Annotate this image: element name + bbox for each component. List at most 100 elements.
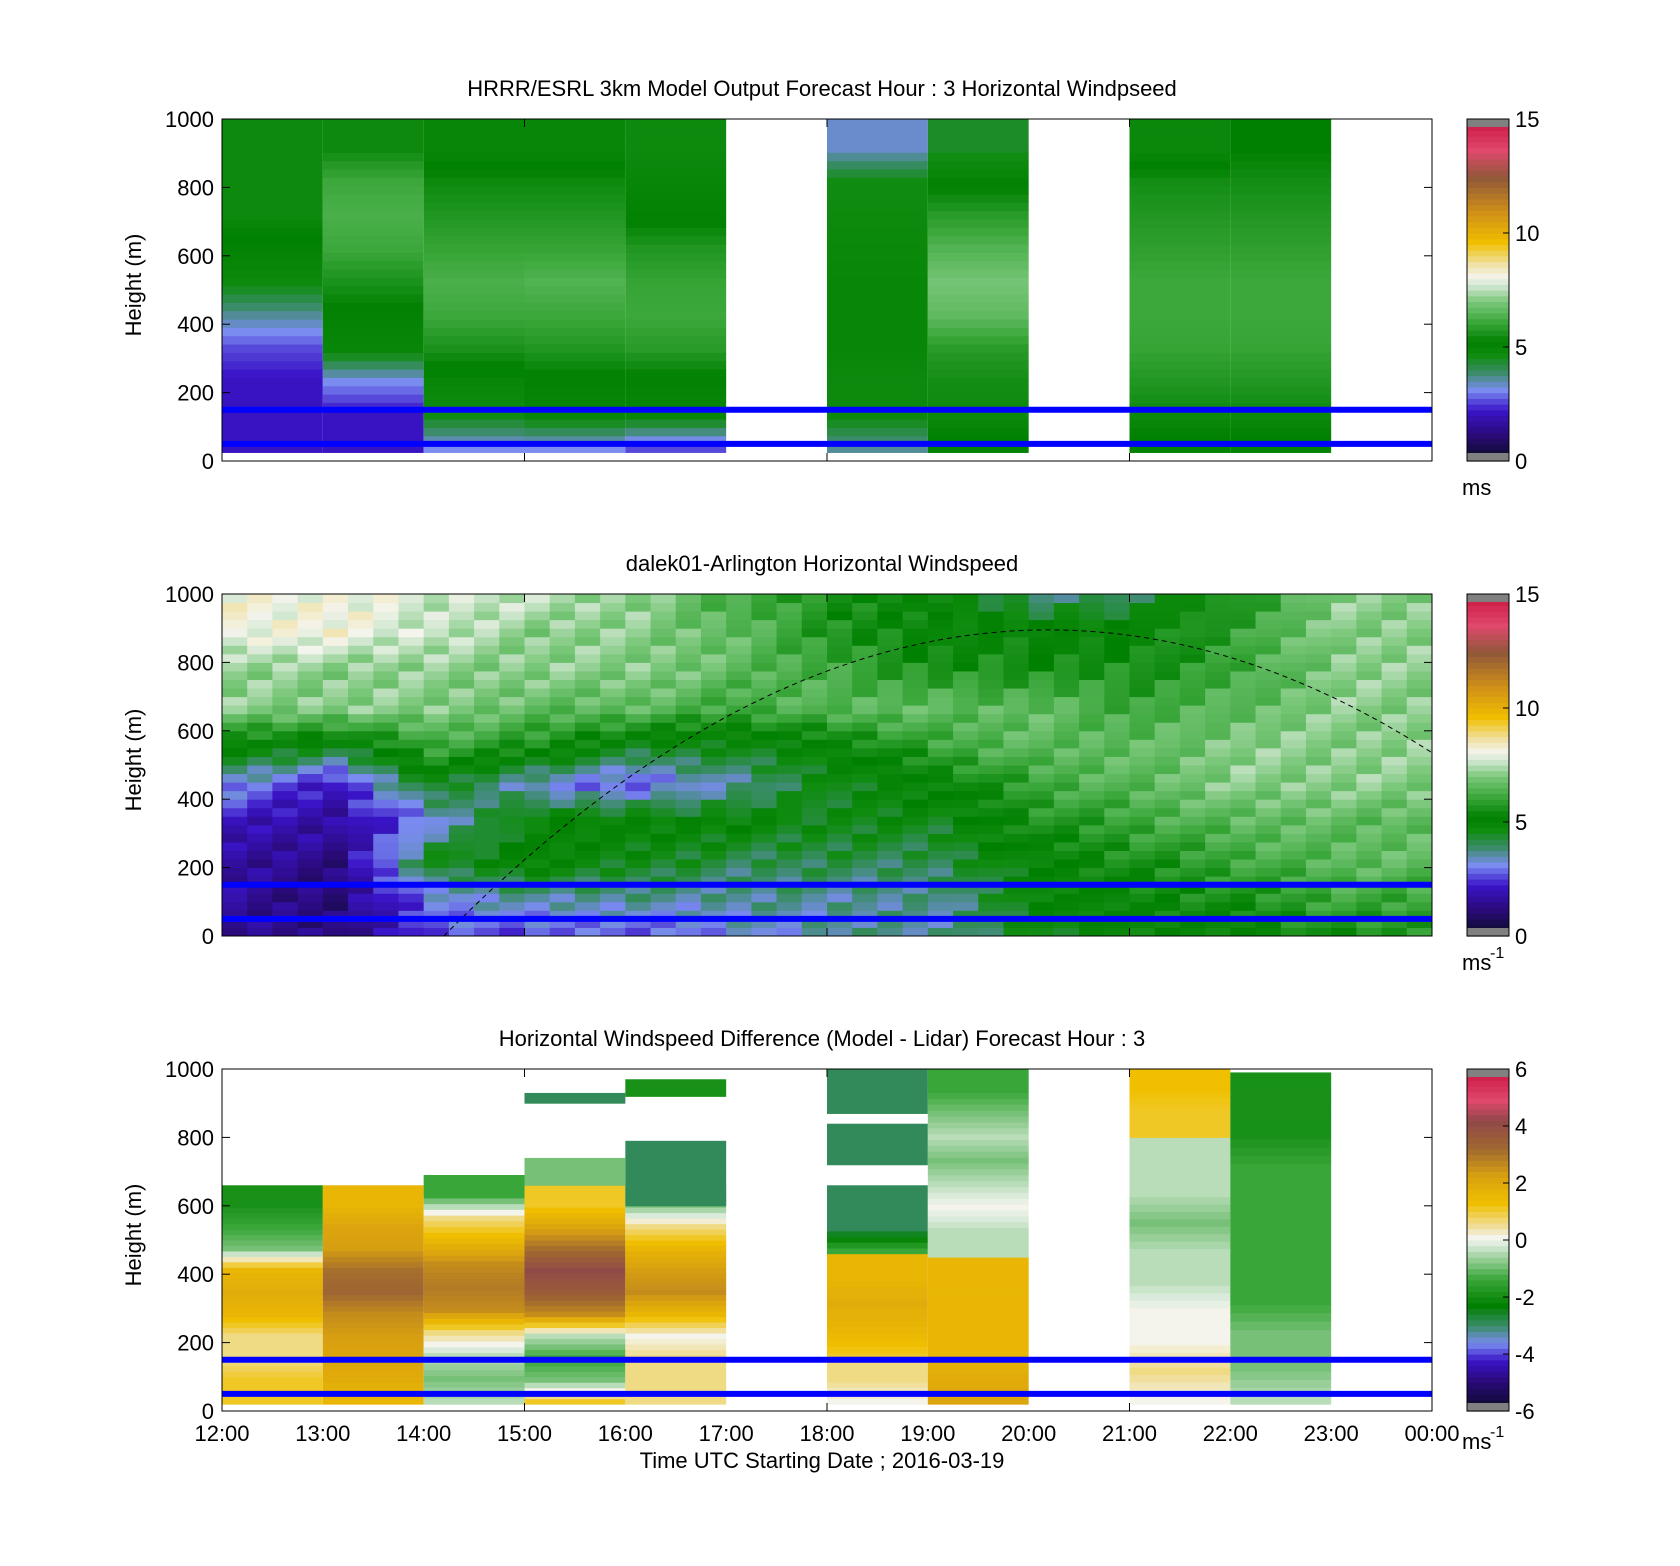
heatmap-cell (700, 722, 727, 732)
heatmap-cell (222, 169, 323, 178)
heatmap-cell (877, 816, 904, 826)
heatmap-cell (1381, 910, 1408, 920)
heatmap-cell (574, 747, 601, 757)
heatmap-cell (348, 867, 374, 877)
heatmap-cell (1129, 901, 1156, 911)
heatmap-cell (953, 722, 979, 732)
heatmap-cell (1381, 645, 1408, 655)
heatmap-cell (726, 901, 752, 911)
heatmap-cell (574, 799, 601, 809)
heatmap-cell (625, 1167, 727, 1174)
heatmap-cell (1028, 679, 1055, 689)
heatmap-cell (448, 722, 475, 732)
heatmap-cell (1154, 901, 1181, 911)
heatmap-cell (1205, 876, 1231, 886)
heatmap-cell (549, 893, 576, 903)
heatmap-cell (1129, 688, 1156, 698)
heatmap-cell (801, 611, 828, 621)
heatmap-cell (1230, 705, 1257, 715)
y-tick-label: 800 (177, 650, 214, 675)
heatmap-cell (675, 679, 702, 689)
heatmap-cell (1230, 1279, 1332, 1289)
heatmap-cell (1230, 310, 1332, 320)
heatmap-cell (499, 927, 525, 937)
colorbar-segment (1467, 1325, 1509, 1332)
heatmap-cell (827, 277, 928, 287)
heatmap-cell (398, 799, 425, 809)
heatmap-cell (423, 782, 450, 792)
heatmap-cell (1230, 782, 1257, 792)
heatmap-cell (348, 688, 374, 698)
heatmap-cell (927, 1373, 1029, 1381)
heatmap-cell (650, 722, 677, 732)
heatmap-cell (1154, 688, 1181, 698)
heatmap-cell (474, 619, 500, 629)
heatmap-cell (625, 377, 727, 387)
heatmap-cell (852, 824, 878, 834)
heatmap-cell (272, 679, 299, 689)
heatmap-cell (827, 662, 853, 672)
heatmap-cell (398, 773, 425, 783)
heatmap-cell (448, 670, 475, 680)
heatmap-cell (524, 1250, 626, 1257)
heatmap-cell (1356, 910, 1383, 920)
heatmap-cell (524, 636, 551, 646)
y-tick-label: 200 (177, 1331, 214, 1356)
heatmap-cell (1230, 765, 1257, 775)
heatmap-cell (1331, 739, 1357, 749)
heatmap-cell (1104, 910, 1130, 920)
heatmap-cell (373, 824, 399, 834)
heatmap-cell (1003, 893, 1030, 903)
heatmap-cell (625, 1256, 727, 1263)
heatmap-cell (1179, 884, 1206, 894)
heatmap-cell (574, 773, 601, 783)
heatmap-cell (927, 901, 954, 911)
heatmap-cell (1230, 859, 1257, 869)
heatmap-cell (902, 696, 929, 706)
heatmap-cell (625, 427, 727, 437)
heatmap-cell (927, 1210, 1029, 1217)
heatmap-cell (448, 662, 475, 672)
heatmap-cell (1230, 1246, 1332, 1256)
heatmap-cell (827, 1144, 928, 1150)
heatmap-cell (625, 893, 652, 903)
heatmap-cell (1079, 790, 1105, 800)
heatmap-cell (726, 747, 752, 757)
colorbar-segment (1467, 793, 1509, 800)
heatmap-cell (1255, 901, 1282, 911)
heatmap-cell (524, 1201, 626, 1208)
colorbar-segment (1467, 421, 1509, 428)
heatmap-cell (902, 594, 929, 604)
heatmap-cell (272, 722, 299, 732)
heatmap-cell (1079, 859, 1105, 869)
heatmap-cell (827, 713, 853, 723)
heatmap-cell (726, 816, 752, 826)
x-tick-label: 22:00 (1203, 1421, 1258, 1446)
heatmap-cell (474, 790, 500, 800)
heatmap-cell (801, 722, 828, 732)
heatmap-cell (625, 611, 652, 621)
heatmap-cell (751, 688, 778, 698)
heatmap-cell (423, 1266, 525, 1273)
heatmap-cell (625, 1200, 727, 1207)
heatmap-cell (524, 1267, 626, 1274)
colorbar-segment (1467, 1120, 1509, 1127)
heatmap-cell (448, 790, 475, 800)
heatmap-cell (1305, 705, 1332, 715)
heatmap-cell (348, 927, 374, 937)
heatmap-cell (927, 619, 954, 629)
heatmap-cell (448, 859, 475, 869)
heatmap-cell (1179, 653, 1206, 663)
heatmap-cell (625, 144, 727, 153)
heatmap-cell (474, 696, 500, 706)
heatmap-cell (1230, 1337, 1332, 1347)
heatmap-cell (524, 185, 626, 195)
heatmap-cell (1079, 739, 1105, 749)
heatmap-cell (751, 816, 778, 826)
heatmap-cell (1003, 611, 1030, 621)
heatmap-cell (1230, 876, 1257, 886)
heatmap-cell (322, 867, 349, 877)
heatmap-cell (1104, 799, 1130, 809)
heatmap-cell (625, 1338, 727, 1345)
heatmap-cell (1053, 636, 1080, 646)
